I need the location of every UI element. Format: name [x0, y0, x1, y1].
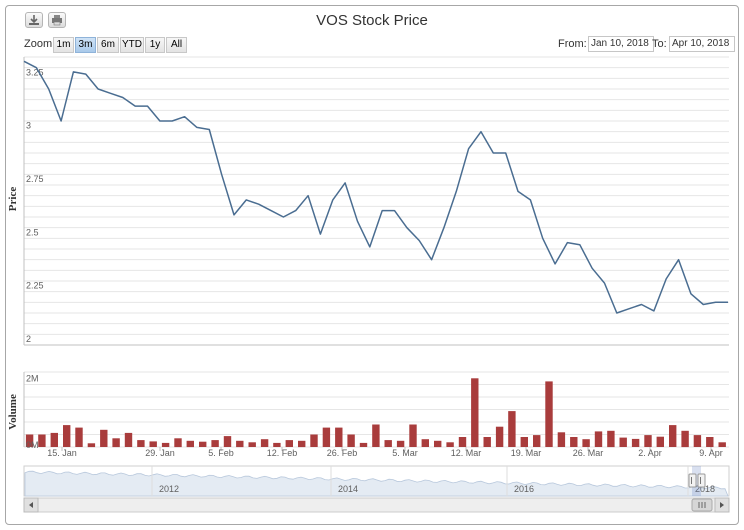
print-icon: [52, 15, 62, 26]
from-label: From:: [558, 38, 587, 50]
to-label: To:: [652, 38, 667, 50]
zoom-label: Zoom: [24, 38, 53, 50]
range-button-6m[interactable]: 6m: [97, 37, 119, 53]
range-button-all[interactable]: All: [166, 37, 187, 53]
volume-axis-title: Volume: [7, 394, 19, 430]
print-button[interactable]: [48, 12, 66, 28]
range-button-3m[interactable]: 3m: [75, 37, 96, 53]
range-button-1y[interactable]: 1y: [145, 37, 165, 53]
to-date-input[interactable]: Apr 10, 2018: [669, 36, 735, 52]
download-button[interactable]: [25, 12, 43, 28]
from-date-input[interactable]: Jan 10, 2018: [588, 36, 654, 52]
range-button-ytd[interactable]: YTD: [120, 37, 144, 53]
price-axis-title: Price: [7, 186, 19, 212]
chart-title: VOS Stock Price: [316, 12, 428, 29]
chart-container: [5, 5, 739, 525]
range-button-1m[interactable]: 1m: [53, 37, 74, 53]
download-icon: [29, 15, 39, 25]
